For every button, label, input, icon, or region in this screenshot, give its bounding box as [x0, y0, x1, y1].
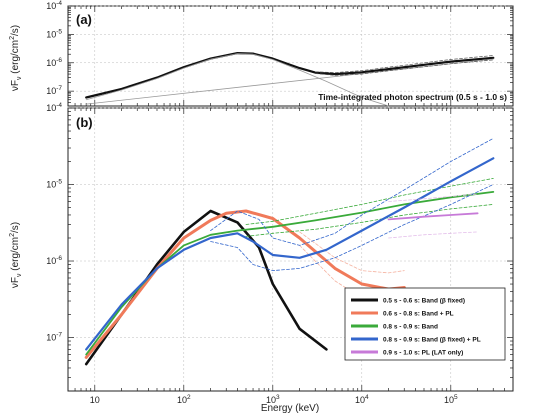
series-line-b-7	[85, 157, 495, 351]
panel-a: 10-7 10-6 10-5 10-4 (a) Time-integrated pho…	[9, 0, 514, 107]
x-tick-label: 104	[355, 394, 369, 405]
series-line-b-6	[245, 203, 494, 237]
y-tick-label: 10-7	[46, 332, 62, 343]
legend-entries: 0.5 s - 0.6 s: Band (β fixed) 0.6 s - 0.8…	[351, 298, 481, 357]
panel-b-series	[84, 137, 495, 366]
x-tick-label: 10	[90, 395, 100, 405]
legend-entry-label: 0.8 s - 0.9 s: Band (β fixed) + PL	[383, 337, 481, 344]
series-line-a-4	[314, 59, 494, 76]
panel-a-frame	[67, 5, 514, 107]
y-tick-label: 10-7	[46, 85, 62, 96]
panel-b: 10-7 10-6 10-5 10-4 10 102 103 104 105 (b) νFν …	[9, 102, 514, 414]
panel-a-y-axis-label: νFν (erg/cm2/s)	[9, 25, 23, 91]
x-tick-label: 105	[444, 394, 458, 405]
panel-b-y-axis-label: νFν (erg/cm2/s)	[9, 222, 23, 288]
x-tick-label: 103	[266, 394, 280, 405]
y-tick-label: 10-6	[46, 57, 62, 68]
series-line-b-11	[388, 193, 479, 202]
panel-b-y-ticks: 10-7 10-6 10-5 10-4	[46, 102, 62, 343]
series-line-a-0	[85, 51, 495, 99]
legend-entry-label: 0.6 s - 0.8 s: Band + PL	[383, 311, 454, 318]
y-tick-label: 10-5	[46, 28, 62, 39]
series-line-b-9	[210, 184, 494, 272]
series-line-b-8	[210, 137, 494, 246]
legend: 0.5 s - 0.6 s: Band (β fixed) 0.6 s - 0.8…	[344, 287, 506, 361]
series-line-b-5	[245, 177, 494, 225]
x-axis-label: Energy (keV)	[261, 403, 319, 414]
y-tick-label: 10-5	[46, 179, 62, 190]
x-tick-label: 102	[177, 394, 191, 405]
series-line-a-3	[314, 55, 494, 73]
y-tick-label: 10-6	[46, 255, 62, 266]
series-line-b-0	[84, 209, 328, 366]
series-line-b-2	[299, 231, 405, 274]
panel-a-label: (a)	[76, 12, 92, 27]
panel-a-grid	[67, 5, 514, 107]
panel-a-series	[85, 51, 495, 107]
panel-a-annotation: Time-integrated photon spectrum (0.5 s -…	[318, 92, 507, 102]
legend-entry-label: 0.8 s - 0.9 s: Band	[383, 324, 438, 331]
panel-a-y-ticks: 10-7 10-6 10-5 10-4	[46, 0, 62, 96]
series-line-b-10	[387, 212, 479, 221]
panel-b-frame	[67, 107, 514, 392]
panel-b-label: (b)	[76, 115, 93, 130]
legend-entry-label: 0.5 s - 0.6 s: Band (β fixed)	[383, 298, 465, 305]
series-line-b-12	[388, 231, 479, 239]
series-line-a-1	[85, 53, 390, 107]
panel-b-x-ticks: 10 102 103 104 105	[90, 394, 458, 405]
y-tick-label: 10-4	[46, 0, 62, 11]
panel-b-grid	[67, 107, 514, 392]
y-tick-label: 10-4	[46, 102, 62, 113]
legend-entry-label: 0.9 s - 1.0 s: PL (LAT only)	[383, 350, 463, 357]
